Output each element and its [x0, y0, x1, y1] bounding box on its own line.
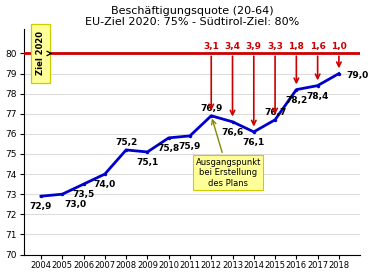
- Text: 1,6: 1,6: [310, 42, 326, 51]
- Title: Beschäftigungsquote (20-64)
EU-Ziel 2020: 75% - Südtirol-Ziel: 80%: Beschäftigungsquote (20-64) EU-Ziel 2020…: [85, 6, 299, 27]
- FancyBboxPatch shape: [32, 24, 50, 83]
- Text: 75,8: 75,8: [158, 144, 180, 153]
- Text: 78,2: 78,2: [285, 96, 308, 105]
- Text: 3,3: 3,3: [267, 42, 283, 51]
- Text: 76,1: 76,1: [243, 138, 265, 147]
- Text: 78,4: 78,4: [306, 92, 329, 101]
- Text: 75,1: 75,1: [136, 158, 159, 167]
- Text: 76,6: 76,6: [221, 128, 244, 137]
- Text: Ausgangspunkt
bei Erstellung
des Plans: Ausgangspunkt bei Erstellung des Plans: [196, 120, 261, 188]
- Text: 3,1: 3,1: [203, 42, 219, 51]
- Text: 1,8: 1,8: [288, 42, 304, 51]
- Text: 73,5: 73,5: [73, 190, 95, 199]
- Text: 72,9: 72,9: [30, 202, 52, 211]
- Text: 3,4: 3,4: [224, 42, 241, 51]
- Text: 79,0: 79,0: [346, 71, 368, 80]
- Text: 1,0: 1,0: [331, 42, 347, 51]
- Text: 75,2: 75,2: [115, 138, 137, 147]
- Text: 74,0: 74,0: [94, 180, 116, 189]
- Text: 73,0: 73,0: [64, 200, 86, 209]
- Text: 76,7: 76,7: [264, 108, 286, 117]
- Text: 76,9: 76,9: [200, 104, 223, 113]
- Text: 75,9: 75,9: [179, 142, 201, 151]
- Text: Ziel 2020: Ziel 2020: [36, 31, 45, 75]
- Text: 3,9: 3,9: [246, 42, 262, 51]
